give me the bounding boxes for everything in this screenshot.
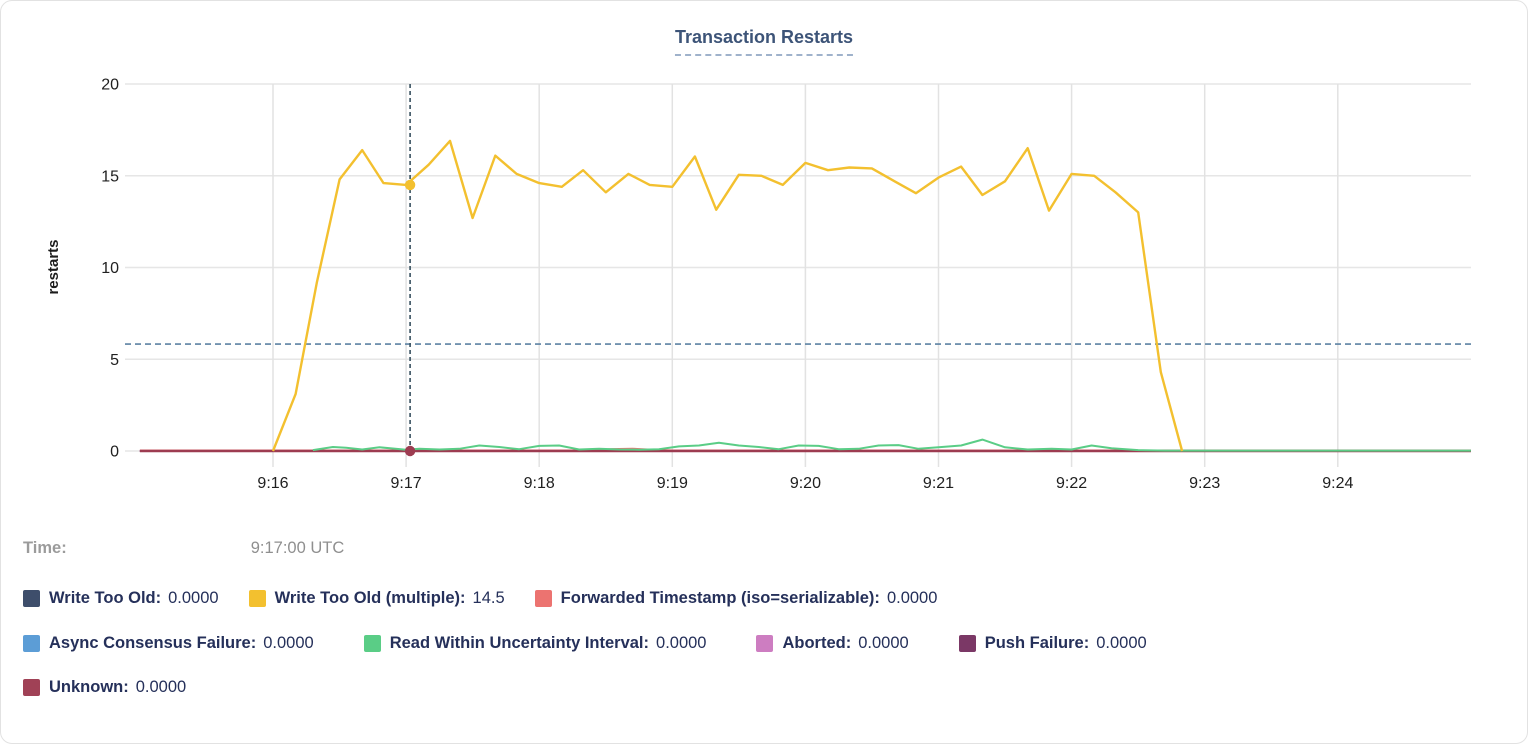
legend-swatch-write-too-old bbox=[23, 590, 40, 607]
legend-label: Push Failure: bbox=[984, 634, 1090, 652]
legend-value: 14.5 bbox=[472, 589, 505, 607]
legend-swatch-push-failure bbox=[958, 635, 976, 652]
x-tick-label: 9:18 bbox=[524, 475, 555, 492]
y-axis-label: restarts bbox=[45, 239, 62, 294]
legend-label: Read Within Uncertainty Interval: bbox=[389, 634, 650, 652]
x-tick-label: 9:16 bbox=[257, 475, 288, 492]
legend-item-read-within-uncertainty-interval: Read Within Uncertainty Interval: 0.0000 bbox=[363, 634, 707, 653]
legend-swatch-aborted bbox=[756, 635, 774, 652]
hover-dot bbox=[404, 445, 416, 457]
x-tick-label: 9:20 bbox=[790, 475, 821, 492]
legend-item-write-too-old: Write Too Old: 0.0000 bbox=[23, 589, 219, 608]
legend-swatch-async-consensus-failure bbox=[23, 635, 40, 652]
legend-swatch-write-too-old-multiple bbox=[248, 590, 266, 607]
time-label: Time: bbox=[23, 539, 67, 557]
hover-dot bbox=[404, 179, 416, 191]
legend-label: Aborted: bbox=[782, 634, 852, 652]
transaction-restarts-chart[interactable]: 0 5 10 15 20 9:16 9:17 9:18 9:19 9:20 9:21 9:22 9:23… bbox=[1, 1, 1527, 523]
y-tick-label: 20 bbox=[101, 77, 119, 94]
legend-row-2: Async Consensus Failure: 0.0000 Read Withi… bbox=[23, 634, 1147, 653]
legend-label: Async Consensus Failure: bbox=[49, 634, 257, 652]
legend-swatch-read-within-uncertainty-interval bbox=[363, 635, 381, 652]
x-tick-label: 9:24 bbox=[1322, 475, 1353, 492]
legend-value: 0.0000 bbox=[263, 634, 314, 652]
legend-item-push-failure: Push Failure: 0.0000 bbox=[958, 634, 1147, 653]
y-tick-label: 0 bbox=[110, 444, 119, 461]
chart-area: 0 5 10 15 20 9:16 9:17 9:18 9:19 9:20 9:21 9:22 9:23… bbox=[1, 1, 1527, 523]
y-tick-label: 5 bbox=[110, 352, 119, 369]
legend-item-write-too-old-multiple: Write Too Old (multiple): 14.5 bbox=[248, 589, 505, 608]
legend-label: Unknown: bbox=[49, 678, 129, 696]
x-tick-label: 9:17 bbox=[391, 475, 422, 492]
x-tick-label: 9:21 bbox=[923, 475, 954, 492]
legend-item-async-consensus-failure: Async Consensus Failure: 0.0000 bbox=[23, 634, 314, 653]
legend-row-3: Unknown: 0.0000 bbox=[23, 678, 186, 697]
legend-value: 0.0000 bbox=[135, 678, 187, 696]
y-tick-label: 10 bbox=[101, 260, 119, 277]
legend-value: 0.0000 bbox=[858, 634, 909, 652]
legend-value: 0.0000 bbox=[1096, 634, 1147, 652]
x-tick-label: 9:19 bbox=[657, 475, 688, 492]
x-tick-label: 9:23 bbox=[1189, 475, 1220, 492]
legend-swatch-forwarded-timestamp-iso-serializable bbox=[534, 590, 552, 607]
legend-swatch-unknown bbox=[23, 679, 40, 696]
legend-row-1: Write Too Old: 0.0000 Write Too Old (multi… bbox=[23, 589, 937, 608]
legend-value: 0.0000 bbox=[656, 634, 707, 652]
series-line-read-within-uncertainty-interval bbox=[312, 438, 1471, 452]
legend-label: Write Too Old: bbox=[49, 589, 162, 607]
time-value: 9:17:00 UTC bbox=[250, 539, 345, 557]
series-line-write-too-old-multiple bbox=[271, 139, 1184, 452]
legend-item-unknown: Unknown: 0.0000 bbox=[23, 678, 186, 697]
legend-item-aborted: Aborted: 0.0000 bbox=[756, 634, 909, 653]
legend-value: 0.0000 bbox=[886, 589, 938, 607]
x-tick-label: 9:22 bbox=[1056, 475, 1087, 492]
chart-title[interactable]: Transaction Restarts bbox=[674, 27, 854, 56]
legend-item-forwarded-timestamp-iso-serializable: Forwarded Timestamp (iso=serializable): 0… bbox=[534, 589, 938, 608]
legend-label: Forwarded Timestamp (iso=serializable): bbox=[560, 589, 880, 607]
legend-label: Write Too Old (multiple): bbox=[274, 589, 466, 607]
legend-value: 0.0000 bbox=[168, 589, 219, 607]
y-tick-label: 15 bbox=[101, 168, 119, 185]
hover-time-row: Time: 9:17:00 UTC bbox=[23, 539, 344, 558]
